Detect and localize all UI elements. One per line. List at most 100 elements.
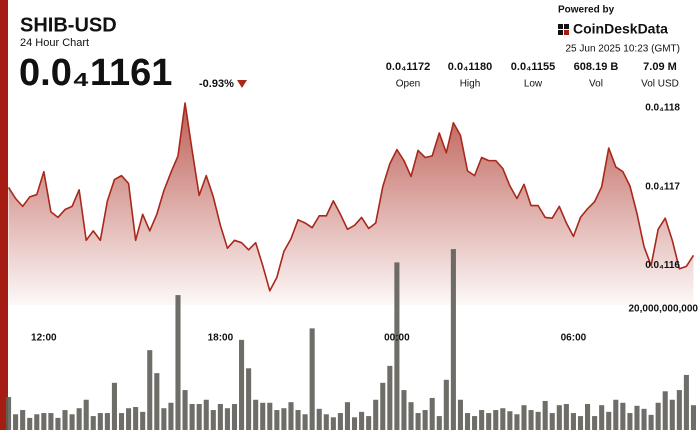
volume-bar [450, 249, 456, 430]
volume-bar [274, 410, 280, 430]
volume-bar [83, 399, 89, 430]
volume-bar [387, 365, 393, 430]
volume-bar [500, 408, 506, 430]
volume-bar [429, 397, 435, 430]
volume-bar [676, 390, 682, 430]
volume-bar [408, 402, 414, 430]
volume-bar [239, 339, 245, 430]
volume-bar [690, 405, 697, 430]
volume-bar [627, 413, 633, 430]
volume-bar [41, 413, 47, 430]
stat-label: High [460, 79, 481, 90]
x-tick-label: 06:00 [561, 333, 587, 344]
volume-bar [189, 403, 195, 430]
volume-bar [373, 399, 379, 430]
volume-bar [464, 413, 471, 430]
volume-bar [556, 405, 562, 430]
side-stripe [0, 0, 8, 430]
volume-bar [168, 402, 174, 430]
logo-block [558, 30, 563, 35]
volume-bar [366, 416, 372, 430]
volume-bar [549, 413, 555, 430]
brand-name: CoinDeskData [573, 21, 668, 37]
powered-by: Powered by [558, 5, 615, 16]
volume-bar [613, 399, 619, 430]
volume-bar [351, 417, 358, 430]
volume-bar [111, 382, 117, 430]
current-price: 0.0₄1161 [19, 52, 172, 94]
volume-bar [422, 410, 428, 430]
volume-bar [182, 390, 188, 430]
volume-bar [577, 416, 584, 430]
stat-label: Vol USD [641, 79, 679, 90]
volume-bar [683, 374, 689, 430]
stat-value: 0.0₄1172 [386, 61, 430, 73]
volume-bar [606, 411, 612, 430]
volume-bar [302, 414, 308, 430]
volume-bar [641, 408, 647, 430]
volume-bar [34, 414, 40, 430]
stat-value: 0.0₄1180 [448, 61, 492, 73]
volume-bar [486, 413, 492, 430]
volume-bar [203, 399, 209, 430]
volume-bar [359, 411, 365, 430]
volume-bar [535, 411, 541, 430]
volume-bar [196, 403, 202, 430]
volume-bar [295, 410, 301, 430]
volume-bar [126, 408, 132, 430]
volume-bar [140, 411, 146, 430]
volume-bar [662, 391, 668, 430]
volume-bar [104, 413, 110, 430]
volume-bar [599, 405, 605, 430]
volume-bar [655, 402, 661, 430]
volume-bar [542, 400, 548, 430]
volume-bar [20, 410, 26, 430]
plot [5, 102, 697, 430]
volume-bar [147, 350, 153, 430]
volume-bar [253, 399, 259, 430]
volume-bar [97, 413, 103, 430]
volume-bar [479, 410, 485, 430]
volume-bar [443, 379, 449, 430]
volume-bar [62, 410, 68, 430]
volume-bar [528, 410, 534, 430]
volume-bar [634, 405, 640, 430]
volume-bar [521, 405, 527, 430]
line-layer [7, 102, 695, 292]
volume-bar [69, 414, 75, 430]
volume-bar [154, 373, 160, 430]
stat-label: Low [524, 79, 543, 90]
volume-bar [246, 368, 252, 430]
volume-bar [592, 416, 598, 430]
volume-bar [118, 413, 125, 430]
area-layer [8, 103, 694, 305]
y-tick-label: 0.0₄117 [645, 181, 680, 192]
logo-block [558, 24, 563, 29]
logo-block [564, 30, 569, 35]
volume-bar [5, 397, 12, 430]
bar-layer [5, 249, 697, 430]
y-tick-label: 0.0₄118 [645, 102, 680, 113]
volume-bar [620, 402, 626, 430]
volume-bar [217, 403, 223, 430]
brand-logo [558, 24, 569, 35]
price-area [8, 103, 694, 305]
volume-bar [337, 413, 343, 430]
logo-block [564, 24, 569, 29]
volume-bar [76, 408, 82, 430]
x-tick-label: 12:00 [31, 333, 57, 344]
volume-bar [493, 410, 499, 430]
volume-bar [648, 414, 654, 430]
volume-bar [224, 408, 230, 430]
volume-bar [175, 295, 181, 430]
volume-bar [585, 403, 591, 430]
volume-bar [514, 414, 520, 430]
volume-bar [330, 417, 336, 430]
volume-bar [436, 416, 442, 430]
symbol-title: SHIB-USD [20, 14, 117, 36]
volume-bar [27, 417, 33, 430]
volume-bar [267, 402, 273, 430]
volume-bar [380, 382, 386, 430]
x-tick-label: 00:00 [384, 333, 410, 344]
